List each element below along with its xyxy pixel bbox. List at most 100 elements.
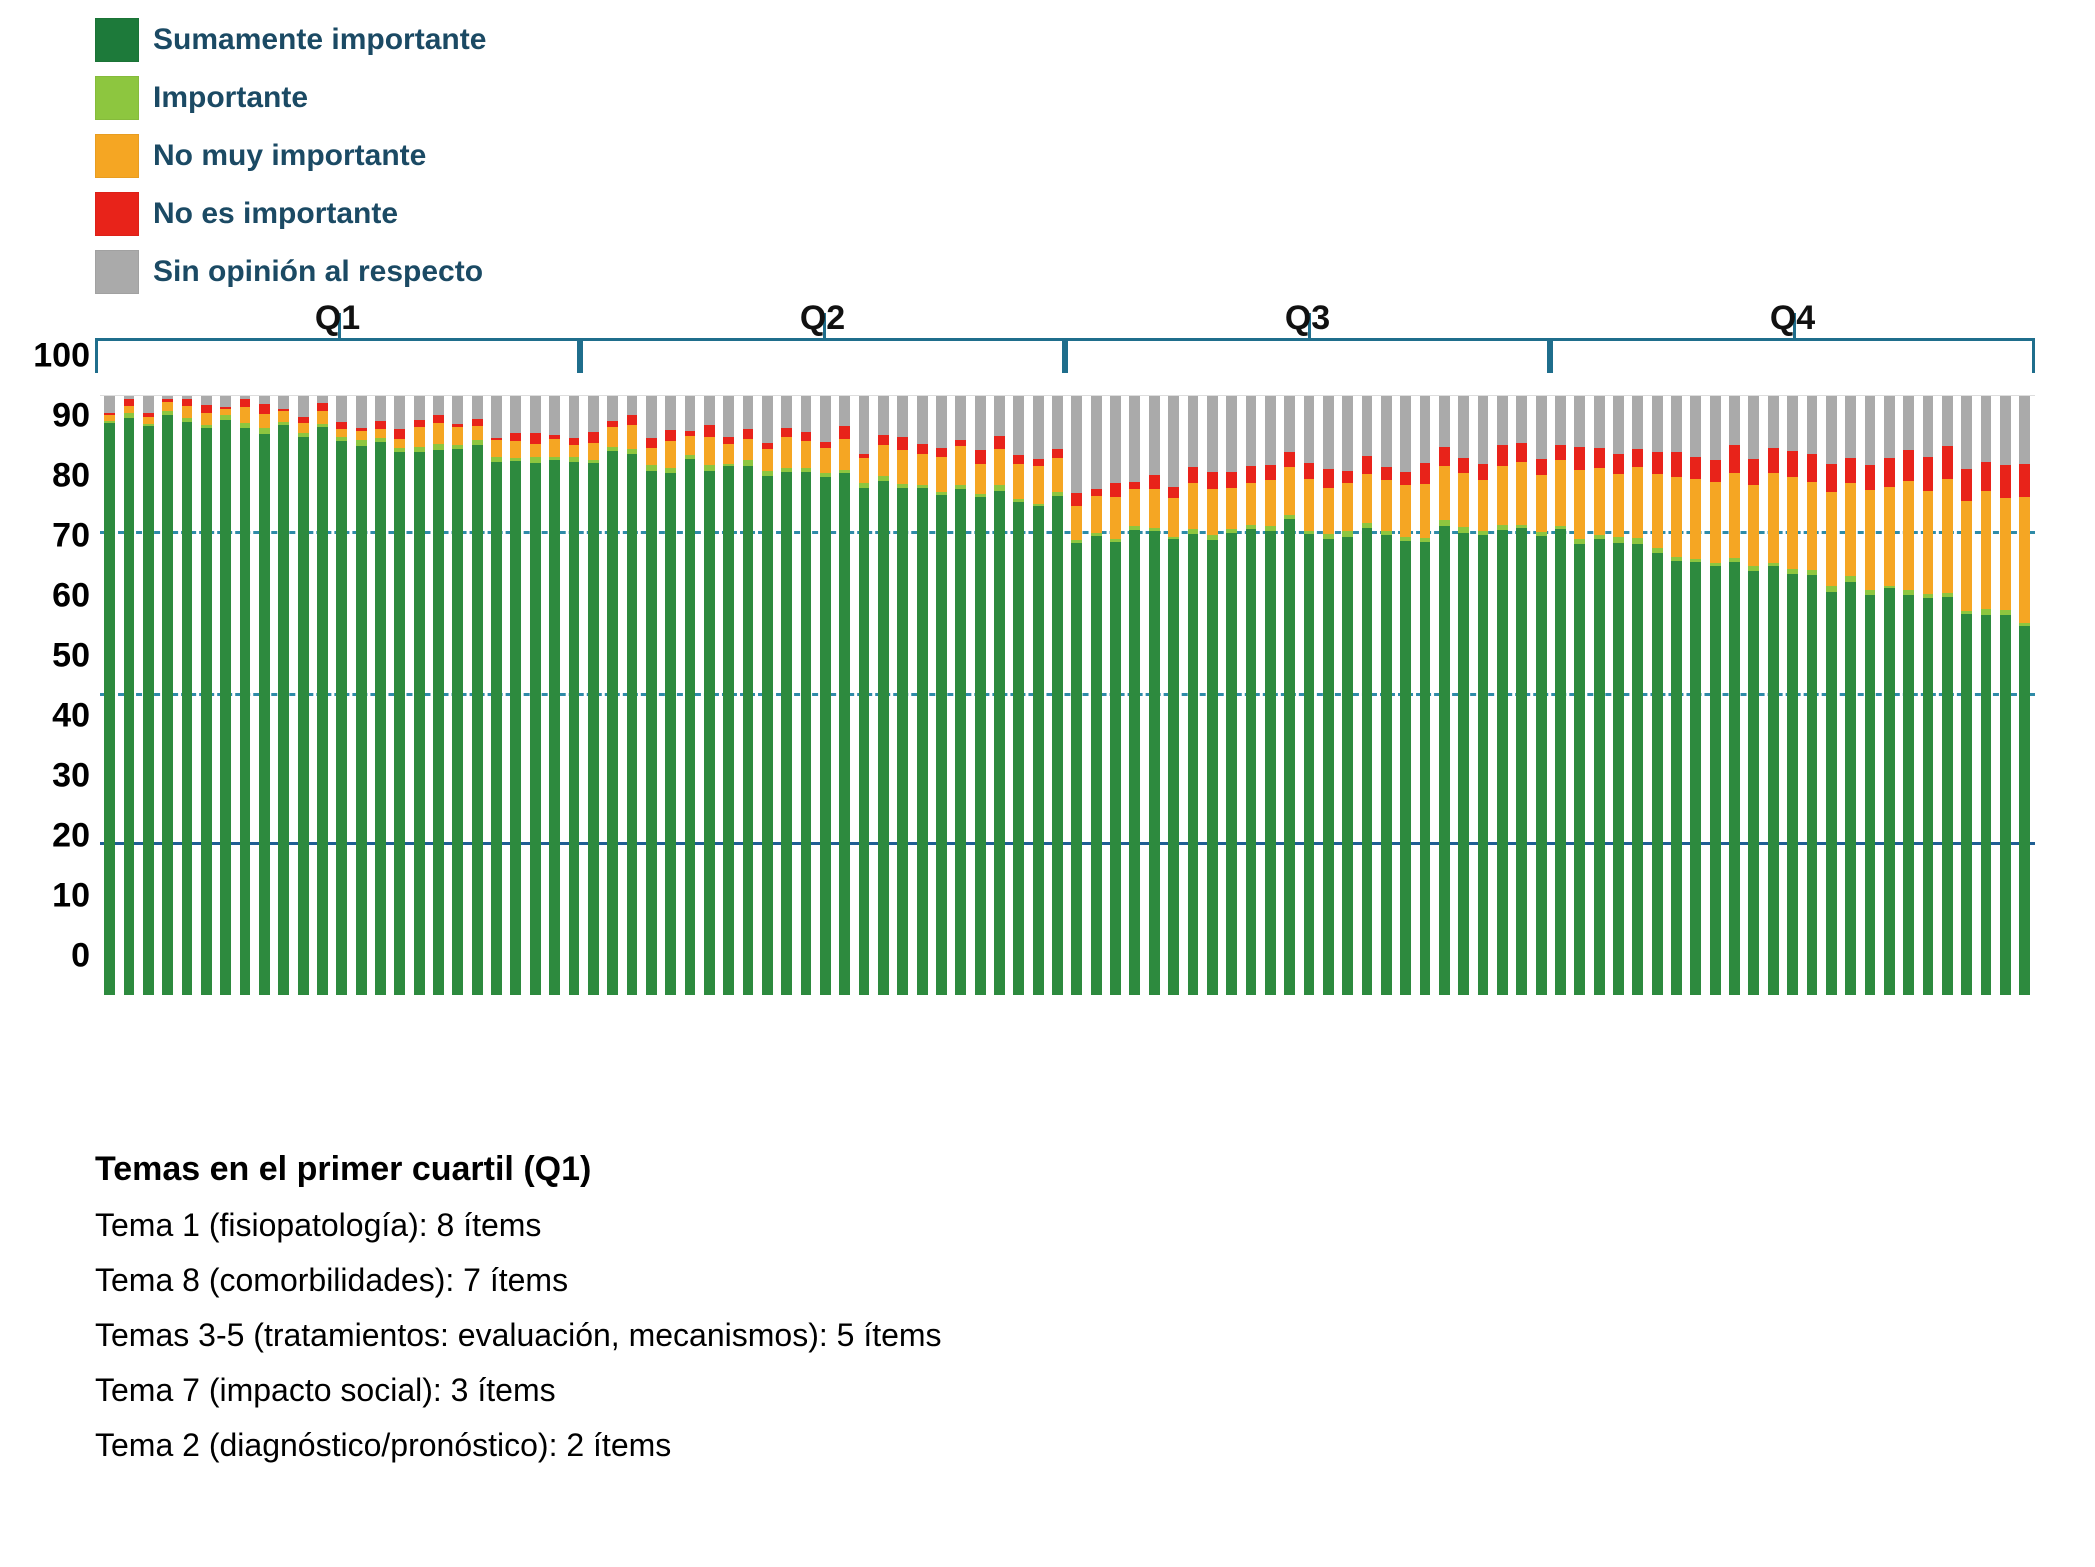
bar-column-9[interactable] bbox=[274, 396, 293, 995]
stacked-bar-20[interactable] bbox=[491, 396, 502, 995]
stacked-bar-55[interactable] bbox=[1168, 396, 1179, 995]
bar-column-0[interactable] bbox=[100, 396, 119, 995]
stacked-bar-12[interactable] bbox=[336, 396, 347, 995]
bar-column-57[interactable] bbox=[1203, 396, 1222, 995]
stacked-bar-69[interactable] bbox=[1439, 396, 1450, 995]
bar-column-68[interactable] bbox=[1415, 396, 1434, 995]
bar-column-26[interactable] bbox=[603, 396, 622, 995]
stacked-bar-68[interactable] bbox=[1420, 396, 1431, 995]
stacked-bar-98[interactable] bbox=[2000, 396, 2011, 995]
stacked-bar-75[interactable] bbox=[1555, 396, 1566, 995]
bar-column-91[interactable] bbox=[1860, 396, 1879, 995]
bar-column-40[interactable] bbox=[874, 396, 893, 995]
bar-column-73[interactable] bbox=[1512, 396, 1531, 995]
stacked-bar-71[interactable] bbox=[1478, 396, 1489, 995]
stacked-bar-63[interactable] bbox=[1323, 396, 1334, 995]
stacked-bar-99[interactable] bbox=[2019, 396, 2030, 995]
stacked-bar-60[interactable] bbox=[1265, 396, 1276, 995]
bar-column-75[interactable] bbox=[1551, 396, 1570, 995]
bar-column-15[interactable] bbox=[390, 396, 409, 995]
bar-column-44[interactable] bbox=[951, 396, 970, 995]
stacked-bar-47[interactable] bbox=[1013, 396, 1024, 995]
bars-container[interactable] bbox=[100, 396, 2035, 995]
stacked-bar-94[interactable] bbox=[1923, 396, 1934, 995]
bar-column-64[interactable] bbox=[1338, 396, 1357, 995]
stacked-bar-74[interactable] bbox=[1536, 396, 1547, 995]
bar-column-84[interactable] bbox=[1725, 396, 1744, 995]
stacked-bar-9[interactable] bbox=[278, 396, 289, 995]
stacked-bar-23[interactable] bbox=[549, 396, 560, 995]
bar-column-72[interactable] bbox=[1493, 396, 1512, 995]
stacked-bar-92[interactable] bbox=[1884, 396, 1895, 995]
bar-column-6[interactable] bbox=[216, 396, 235, 995]
bar-column-39[interactable] bbox=[854, 396, 873, 995]
bar-column-52[interactable] bbox=[1106, 396, 1125, 995]
bar-column-27[interactable] bbox=[622, 396, 641, 995]
stacked-bar-65[interactable] bbox=[1362, 396, 1373, 995]
bar-column-82[interactable] bbox=[1686, 396, 1705, 995]
bar-column-76[interactable] bbox=[1570, 396, 1589, 995]
bar-column-85[interactable] bbox=[1744, 396, 1763, 995]
bar-column-41[interactable] bbox=[893, 396, 912, 995]
bar-column-42[interactable] bbox=[912, 396, 931, 995]
bar-column-14[interactable] bbox=[371, 396, 390, 995]
bar-column-51[interactable] bbox=[1087, 396, 1106, 995]
bar-column-83[interactable] bbox=[1706, 396, 1725, 995]
bar-column-45[interactable] bbox=[970, 396, 989, 995]
bar-column-28[interactable] bbox=[642, 396, 661, 995]
bar-column-21[interactable] bbox=[506, 396, 525, 995]
stacked-bar-62[interactable] bbox=[1304, 396, 1315, 995]
stacked-bar-46[interactable] bbox=[994, 396, 1005, 995]
bar-column-3[interactable] bbox=[158, 396, 177, 995]
bar-column-30[interactable] bbox=[680, 396, 699, 995]
stacked-bar-95[interactable] bbox=[1942, 396, 1953, 995]
stacked-bar-7[interactable] bbox=[240, 396, 251, 995]
stacked-bar-35[interactable] bbox=[781, 396, 792, 995]
stacked-bar-43[interactable] bbox=[936, 396, 947, 995]
bar-column-8[interactable] bbox=[255, 396, 274, 995]
bar-column-71[interactable] bbox=[1473, 396, 1492, 995]
bar-column-34[interactable] bbox=[758, 396, 777, 995]
bar-column-13[interactable] bbox=[351, 396, 370, 995]
bar-column-50[interactable] bbox=[1067, 396, 1086, 995]
stacked-bar-2[interactable] bbox=[143, 396, 154, 995]
stacked-bar-87[interactable] bbox=[1787, 396, 1798, 995]
stacked-bar-16[interactable] bbox=[414, 396, 425, 995]
stacked-bar-19[interactable] bbox=[472, 396, 483, 995]
stacked-bar-80[interactable] bbox=[1652, 396, 1663, 995]
bar-column-89[interactable] bbox=[1822, 396, 1841, 995]
stacked-bar-38[interactable] bbox=[839, 396, 850, 995]
bar-column-69[interactable] bbox=[1435, 396, 1454, 995]
stacked-bar-36[interactable] bbox=[801, 396, 812, 995]
stacked-bar-73[interactable] bbox=[1516, 396, 1527, 995]
stacked-bar-21[interactable] bbox=[510, 396, 521, 995]
stacked-bar-40[interactable] bbox=[878, 396, 889, 995]
bar-column-87[interactable] bbox=[1783, 396, 1802, 995]
bar-column-59[interactable] bbox=[1241, 396, 1260, 995]
bar-column-23[interactable] bbox=[545, 396, 564, 995]
stacked-bar-93[interactable] bbox=[1903, 396, 1914, 995]
stacked-bar-66[interactable] bbox=[1381, 396, 1392, 995]
bar-column-11[interactable] bbox=[313, 396, 332, 995]
stacked-bar-28[interactable] bbox=[646, 396, 657, 995]
stacked-bar-51[interactable] bbox=[1091, 396, 1102, 995]
stacked-bar-79[interactable] bbox=[1632, 396, 1643, 995]
stacked-bar-49[interactable] bbox=[1052, 396, 1063, 995]
bar-column-32[interactable] bbox=[719, 396, 738, 995]
bar-column-24[interactable] bbox=[564, 396, 583, 995]
bar-column-80[interactable] bbox=[1648, 396, 1667, 995]
stacked-bar-37[interactable] bbox=[820, 396, 831, 995]
bar-column-77[interactable] bbox=[1589, 396, 1608, 995]
bar-column-22[interactable] bbox=[526, 396, 545, 995]
bar-column-65[interactable] bbox=[1357, 396, 1376, 995]
stacked-bar-33[interactable] bbox=[743, 396, 754, 995]
bar-column-79[interactable] bbox=[1628, 396, 1647, 995]
stacked-bar-83[interactable] bbox=[1710, 396, 1721, 995]
bar-column-62[interactable] bbox=[1299, 396, 1318, 995]
bar-column-36[interactable] bbox=[796, 396, 815, 995]
bar-column-2[interactable] bbox=[139, 396, 158, 995]
bar-column-5[interactable] bbox=[197, 396, 216, 995]
bar-column-56[interactable] bbox=[1183, 396, 1202, 995]
bar-column-74[interactable] bbox=[1531, 396, 1550, 995]
stacked-bar-42[interactable] bbox=[917, 396, 928, 995]
